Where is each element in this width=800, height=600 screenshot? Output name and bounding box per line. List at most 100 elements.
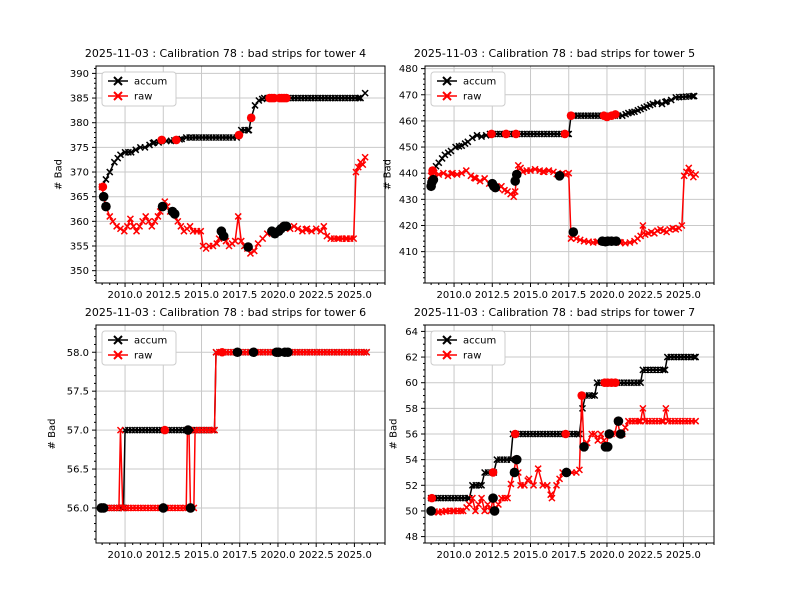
svg-text:470: 470 (399, 90, 418, 101)
legend-entry-accum: accum (437, 335, 496, 347)
svg-text:2010.0: 2010.0 (437, 550, 472, 561)
plot-title-tower-6: 2025-11-03 : Calibration 78 : bad strips… (84, 306, 367, 319)
svg-text:58: 58 (405, 404, 418, 415)
svg-text:2012.5: 2012.5 (146, 550, 181, 561)
tower7-black-calibration-dots (426, 416, 626, 516)
subplot-tower-7: 2010.0 2012.5 2015.0 2017.5 2020.0 2022.5 2025… (389, 324, 715, 561)
svg-text:2010.0: 2010.0 (108, 290, 143, 301)
svg-text:2015.0: 2015.0 (184, 290, 219, 301)
svg-text:440: 440 (399, 169, 418, 180)
svg-text:350: 350 (70, 266, 89, 277)
tower4-black-calibration-dots (98, 191, 292, 252)
legend-label-raw: raw (463, 351, 481, 362)
svg-text:2025.0: 2025.0 (337, 290, 372, 301)
axes-frame (424, 324, 715, 544)
svg-text:2022.5: 2022.5 (628, 550, 663, 561)
svg-text:2017.5: 2017.5 (551, 290, 586, 301)
svg-text:2017.5: 2017.5 (551, 550, 586, 561)
y-axis-label: # Bad (389, 419, 400, 450)
svg-text:2022.5: 2022.5 (628, 290, 663, 301)
legend-label-raw: raw (134, 92, 152, 103)
axes-frame (424, 65, 715, 284)
svg-text:2015.0: 2015.0 (513, 550, 548, 561)
svg-text:2015.0: 2015.0 (184, 550, 219, 561)
svg-text:2010.0: 2010.0 (437, 290, 472, 301)
svg-text:460: 460 (399, 116, 418, 127)
accum-legend-marker (442, 76, 452, 86)
svg-text:420: 420 (399, 221, 418, 232)
tick-labels: 2010.0 2012.5 2015.0 2017.5 2020.0 2022.5 2025… (70, 69, 372, 301)
raw-x-markers (98, 153, 369, 257)
svg-text:2012.5: 2012.5 (475, 550, 510, 561)
svg-text:2020.0: 2020.0 (260, 550, 295, 561)
legend-label-raw: raw (134, 351, 152, 362)
tower4-raw-series (98, 153, 369, 257)
svg-text:2025.0: 2025.0 (337, 550, 372, 561)
svg-text:64: 64 (405, 327, 418, 338)
legend-entry-raw: raw (437, 350, 481, 362)
svg-text:2017.5: 2017.5 (222, 550, 257, 561)
grid-lines (96, 66, 385, 283)
svg-text:58.0: 58.0 (67, 348, 89, 359)
svg-text:2022.5: 2022.5 (299, 550, 334, 561)
axes-frame (95, 324, 386, 544)
svg-text:56.0: 56.0 (67, 503, 89, 514)
y-axis-label: # Bad (382, 159, 393, 190)
svg-text:2020.0: 2020.0 (260, 290, 295, 301)
svg-text:355: 355 (70, 242, 89, 253)
tick-labels: 2010.0 2012.5 2015.0 2017.5 2020.0 2022.5 2025… (67, 348, 372, 561)
raw-legend-marker (442, 350, 452, 360)
svg-text:57.0: 57.0 (67, 426, 89, 437)
legend: accum raw (430, 330, 506, 366)
legend: accum raw (430, 71, 506, 107)
legend-entry-raw: raw (108, 91, 152, 103)
svg-text:430: 430 (399, 195, 418, 206)
legend-entry-accum: accum (108, 335, 167, 347)
tower5-red-calibration-dots (428, 110, 620, 175)
tower6-black-calibration-dots (96, 347, 293, 513)
subplot-tower-5: 2010.0 2012.5 2015.0 2017.5 2020.0 2022.5 2025… (382, 64, 715, 301)
legend-label-accum: accum (134, 77, 167, 88)
svg-text:365: 365 (70, 192, 89, 203)
legend: accum raw (101, 71, 177, 107)
svg-text:50: 50 (405, 506, 418, 517)
legend-label-accum: accum (463, 77, 496, 88)
svg-text:450: 450 (399, 143, 418, 154)
svg-text:390: 390 (70, 69, 89, 80)
svg-text:375: 375 (70, 143, 89, 154)
svg-text:380: 380 (70, 118, 89, 129)
plot-title-tower-5: 2025-11-03 : Calibration 78 : bad strips… (413, 47, 696, 60)
svg-text:2020.0: 2020.0 (589, 290, 624, 301)
tower5-black-calibration-dots (426, 169, 621, 247)
y-axis-label: # Bad (47, 419, 58, 450)
accum-legend-marker (442, 335, 452, 345)
svg-text:410: 410 (399, 247, 418, 258)
tower7-accum-series (427, 353, 700, 502)
plot-title-tower-7: 2025-11-03 : Calibration 78 : bad strips… (413, 306, 696, 319)
svg-text:2025.0: 2025.0 (666, 550, 701, 561)
legend-entry-accum: accum (437, 76, 496, 88)
svg-text:56.5: 56.5 (67, 465, 89, 476)
svg-text:48: 48 (405, 532, 418, 543)
legend-entry-raw: raw (108, 350, 152, 362)
svg-text:360: 360 (70, 217, 89, 228)
plot-title-tower-4: 2025-11-03 : Calibration 78 : bad strips… (84, 47, 367, 60)
raw-legend-marker (113, 91, 123, 101)
svg-text:2012.5: 2012.5 (475, 290, 510, 301)
svg-text:370: 370 (70, 168, 89, 179)
tower6-red-calibration-dots (160, 347, 227, 435)
accum-legend-marker (113, 335, 123, 345)
svg-text:2022.5: 2022.5 (299, 290, 334, 301)
svg-text:2010.0: 2010.0 (108, 550, 143, 561)
svg-text:480: 480 (399, 64, 418, 75)
raw-legend-marker (442, 91, 452, 101)
axes-frame (95, 65, 386, 284)
tick-labels: 2010.0 2012.5 2015.0 2017.5 2020.0 2022.5 2025… (405, 327, 701, 561)
svg-text:57.5: 57.5 (67, 387, 89, 398)
grid-lines (425, 66, 714, 283)
svg-text:2012.5: 2012.5 (146, 290, 181, 301)
legend-entry-raw: raw (437, 91, 481, 103)
svg-text:385: 385 (70, 94, 89, 105)
